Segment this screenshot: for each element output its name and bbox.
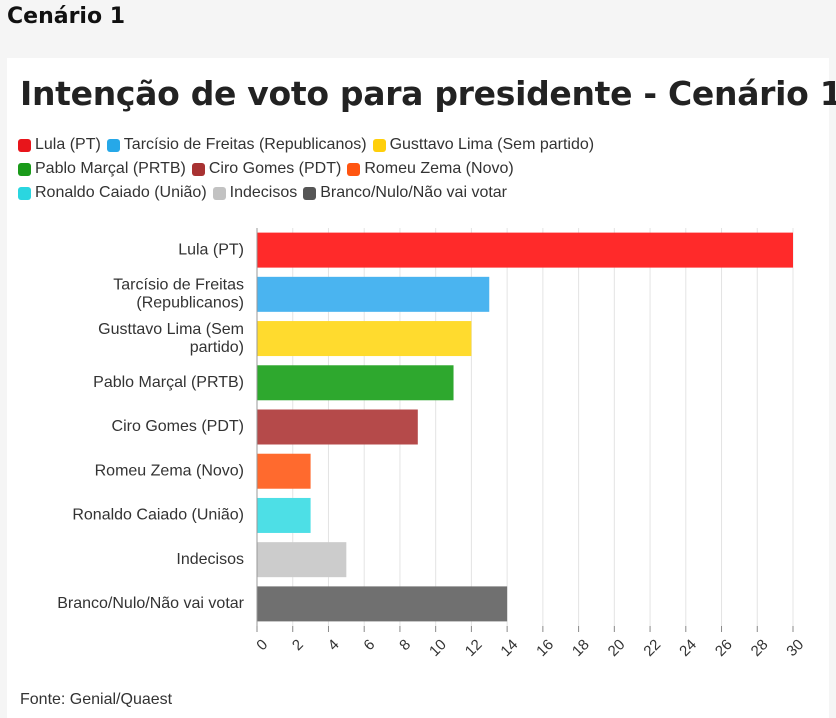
section-heading: Cenário 1 (7, 4, 126, 29)
y-category-label: Pablo Marçal (PRTB) (93, 374, 244, 391)
legend-label: Lula (PT) (35, 136, 101, 153)
x-tick-label: 12 (462, 636, 486, 660)
x-tick-label: 30 (783, 636, 807, 660)
bar (257, 365, 454, 401)
bar (257, 497, 311, 533)
x-tick-label: 8 (396, 636, 414, 654)
y-category-label: Gusttavo Lima (Sem (98, 321, 244, 338)
legend-item[interactable]: Lula (PT) (18, 136, 101, 154)
legend-item[interactable]: Romeu Zema (Novo) (347, 160, 514, 178)
bar (257, 321, 472, 357)
x-tick-label: 14 (497, 636, 521, 660)
y-category-label: Ciro Gomes (PDT) (112, 418, 244, 435)
legend-label: Romeu Zema (Novo) (364, 160, 514, 177)
x-tick-label: 4 (325, 636, 343, 654)
legend-item[interactable]: Pablo Marçal (PRTB) (18, 160, 186, 178)
x-tick-label: 26 (712, 636, 736, 660)
y-category-label: Tarcísio de Freitas (113, 277, 244, 294)
legend-item[interactable]: Indecisos (212, 184, 298, 202)
legend-item[interactable]: Gusttavo Lima (Sem partido) (372, 136, 595, 154)
legend-label: Pablo Marçal (PRTB) (35, 160, 186, 177)
bar (257, 453, 311, 489)
legend-swatch (191, 162, 205, 176)
x-tick-label: 22 (640, 636, 664, 660)
legend-item[interactable]: Branco/Nulo/Não vai votar (303, 184, 507, 202)
chart-card: Intenção de voto para presidente - Cenár… (7, 58, 836, 718)
bar (257, 542, 347, 578)
legend-row: Pablo Marçal (PRTB) Ciro Gomes (PDT) Romeu… (18, 157, 818, 181)
source-note: Fonte: Genial/Quaest (20, 691, 173, 708)
legend-label: Gusttavo Lima (Sem partido) (389, 136, 595, 153)
legend-swatch (303, 186, 317, 200)
x-tick-label: 16 (533, 636, 557, 660)
x-tick-label: 0 (253, 636, 271, 654)
legend-swatch (18, 162, 31, 176)
y-category-label: Romeu Zema (Novo) (95, 462, 244, 479)
legend-label: Tarcísio de Freitas (Republicanos) (123, 136, 367, 153)
legend-row: Ronaldo Caiado (União) Indecisos Branco/Nu… (18, 181, 818, 205)
chart-title: Intenção de voto para presidente - Cenár… (20, 74, 836, 113)
legend-item[interactable]: Tarcísio de Freitas (Republicanos) (106, 136, 367, 154)
bar (257, 232, 793, 268)
legend-item[interactable]: Ciro Gomes (PDT) (191, 160, 342, 178)
legend-swatch (18, 138, 31, 152)
y-category-label: Indecisos (176, 551, 244, 568)
x-tick-label: 6 (360, 636, 378, 654)
x-tick-label: 2 (289, 636, 307, 654)
y-category-label: Lula (PT) (178, 241, 244, 258)
legend: Lula (PT) Tarcísio de Freitas (Republican… (18, 133, 818, 205)
x-tick-label: 20 (605, 636, 629, 660)
legend-item[interactable]: Ronaldo Caiado (União) (18, 184, 207, 202)
y-category-label: Branco/Nulo/Não vai votar (57, 595, 244, 612)
x-tick-label: 28 (748, 636, 772, 660)
legend-swatch (106, 138, 120, 152)
x-tick-label: 18 (569, 636, 593, 660)
y-category-label: partido) (190, 339, 244, 356)
legend-swatch (372, 138, 386, 152)
legend-label: Branco/Nulo/Não vai votar (320, 184, 508, 201)
legend-label: Ciro Gomes (PDT) (208, 160, 342, 177)
bar (257, 586, 508, 622)
y-category-label: Ronaldo Caiado (União) (72, 507, 244, 524)
legend-swatch (212, 186, 226, 200)
legend-swatch (347, 162, 361, 176)
bar (257, 409, 418, 445)
x-tick-label: 24 (676, 636, 700, 660)
legend-row: Lula (PT) Tarcísio de Freitas (Republican… (18, 133, 818, 157)
legend-label: Ronaldo Caiado (União) (35, 184, 207, 201)
x-tick-label: 10 (426, 636, 450, 660)
y-category-label: (Republicanos) (136, 295, 244, 312)
legend-label: Indecisos (229, 184, 298, 201)
bar (257, 276, 490, 312)
legend-swatch (18, 186, 31, 200)
